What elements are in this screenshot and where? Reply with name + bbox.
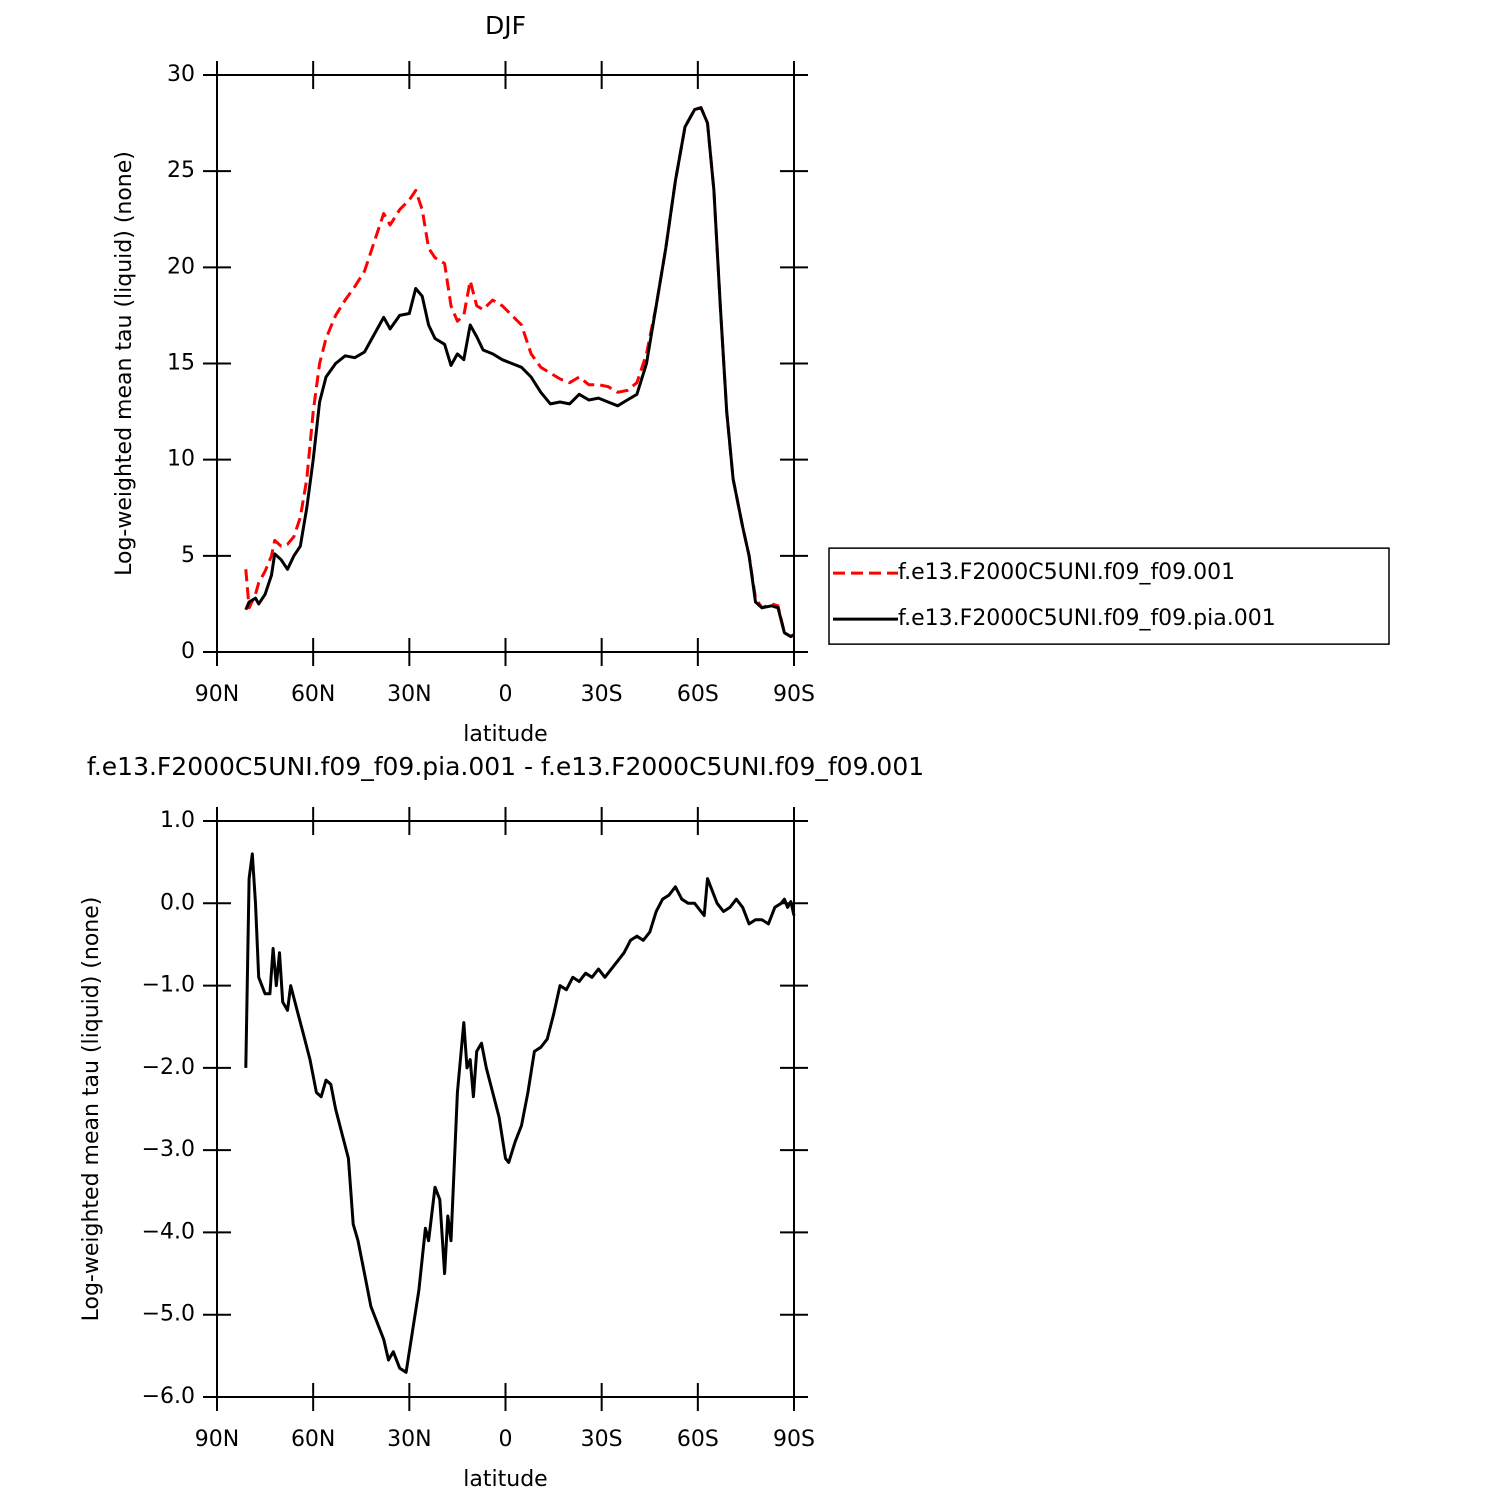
x-tick-label: 30S — [581, 682, 623, 707]
legend-label: f.e13.F2000C5UNI.f09_f09.pia.001 — [898, 606, 1276, 631]
y-axis-label: Log-weighted mean tau (liquid) (none) — [112, 151, 137, 576]
y-tick-label: −4.0 — [142, 1219, 195, 1244]
legend-label: f.e13.F2000C5UNI.f09_f09.001 — [898, 560, 1235, 585]
series-line — [244, 106, 795, 639]
chart-title: f.e13.F2000C5UNI.f09_f09.pia.001 - f.e13… — [87, 752, 924, 781]
x-tick-label: 60N — [291, 1427, 335, 1452]
x-tick-label: 90S — [773, 1427, 815, 1452]
x-tick-label: 30N — [387, 1427, 431, 1452]
legend-box — [828, 547, 1390, 645]
x-axis-label: latitude — [463, 722, 547, 747]
y-axis-label: Log-weighted mean tau (liquid) (none) — [79, 897, 104, 1322]
y-tick-label: −5.0 — [142, 1302, 195, 1327]
y-tick-label: 20 — [167, 254, 195, 279]
y-tick-label: −1.0 — [142, 973, 195, 998]
series-line — [244, 852, 796, 1374]
x-tick-label: 0 — [499, 1427, 513, 1452]
y-tick-label: −3.0 — [142, 1137, 195, 1162]
y-tick-label: 5 — [181, 543, 195, 568]
x-tick-label: 0 — [499, 682, 513, 707]
y-tick-label: 30 — [167, 62, 195, 87]
x-tick-label: 90S — [773, 682, 815, 707]
y-tick-label: 0.0 — [160, 890, 195, 915]
x-tick-label: 90N — [195, 1427, 239, 1452]
y-tick-label: 15 — [167, 351, 195, 376]
plot-frame — [216, 820, 795, 1398]
y-tick-label: 25 — [167, 158, 195, 183]
x-tick-label: 60S — [677, 1427, 719, 1452]
y-tick-label: 0 — [181, 639, 195, 664]
y-tick-label: −6.0 — [142, 1384, 195, 1409]
x-tick-label: 90N — [195, 682, 239, 707]
x-tick-label: 30N — [387, 682, 431, 707]
chart-title: DJF — [485, 11, 526, 40]
x-tick-label: 60N — [291, 682, 335, 707]
y-tick-label: 10 — [167, 447, 195, 472]
x-axis-label: latitude — [463, 1467, 547, 1492]
x-tick-label: 60S — [677, 682, 719, 707]
y-tick-label: 1.0 — [160, 808, 195, 833]
plot-frame — [216, 74, 795, 653]
y-tick-label: −2.0 — [142, 1055, 195, 1080]
x-tick-label: 30S — [581, 1427, 623, 1452]
